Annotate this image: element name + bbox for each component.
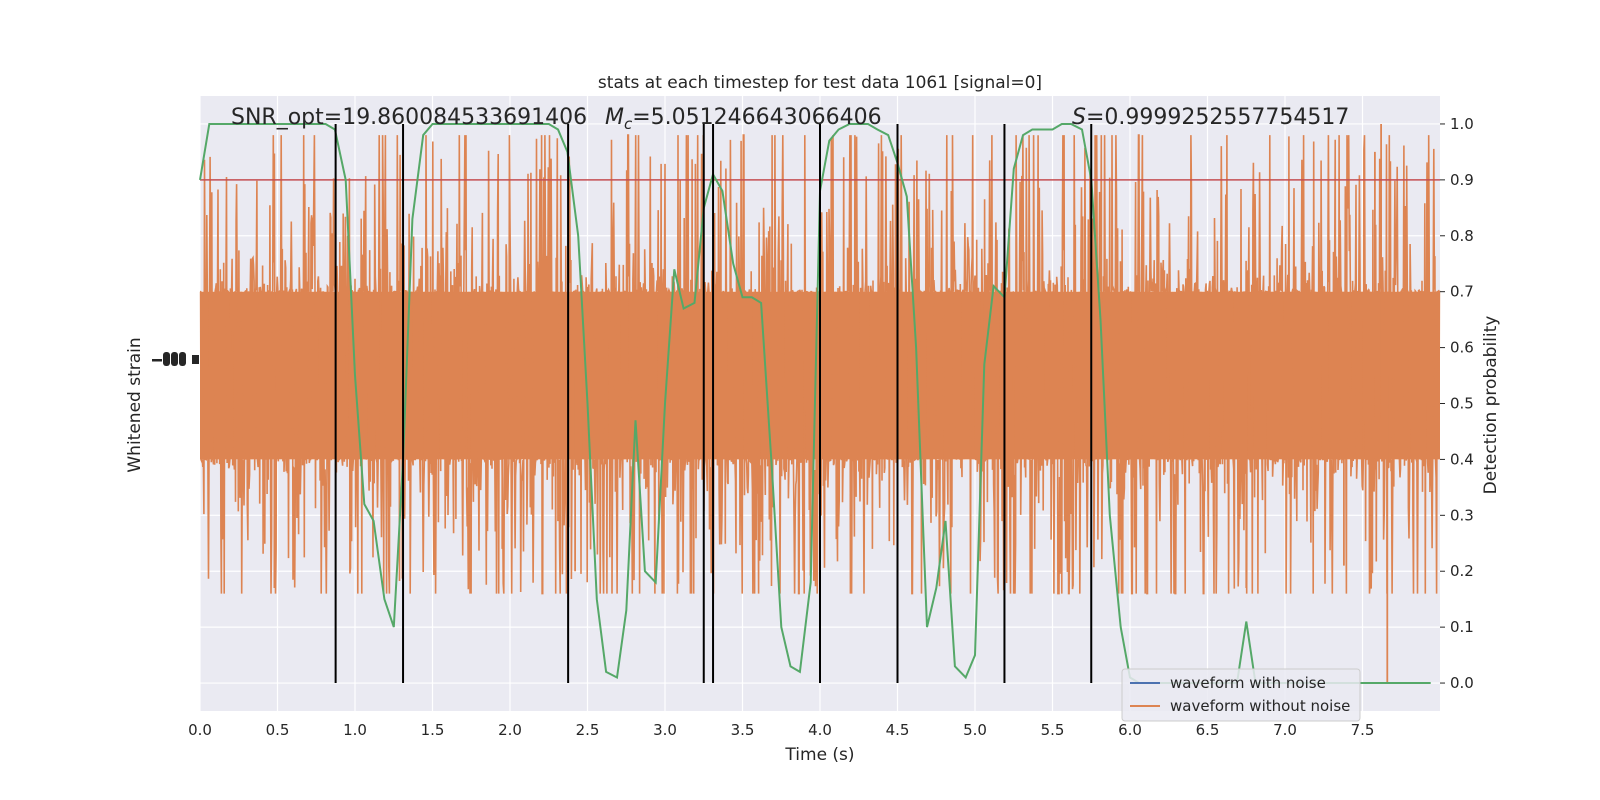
x-tick-label: 1.5 <box>421 721 445 739</box>
annotation-s-value: =0.9999252557754517 <box>1086 105 1349 130</box>
y-tick-label: 1.0 <box>1450 115 1474 133</box>
legend-label-with-noise: waveform with noise <box>1170 674 1326 692</box>
legend-label-without-noise: waveform without noise <box>1170 697 1350 715</box>
y-tick-label: 0.0 <box>1450 674 1474 692</box>
x-axis-label: Time (s) <box>784 745 854 765</box>
y-tick-label: 0.9 <box>1450 171 1474 189</box>
y-axis-label-left: Whitened strain <box>125 337 145 472</box>
annotation-s-symbol: S <box>1072 105 1086 130</box>
x-tick-label: 3.0 <box>653 721 677 739</box>
x-tick-label: 6.5 <box>1196 721 1220 739</box>
detection-boundaries <box>334 123 1093 684</box>
x-tick-label: 3.5 <box>731 721 755 739</box>
x-tick-label: 2.0 <box>498 721 522 739</box>
y-tick-label: 0.2 <box>1450 562 1474 580</box>
x-tick-label: 0.0 <box>188 721 212 739</box>
annotation-snr: SNR_opt=19.860084533691406 <box>231 105 587 130</box>
y-tick-label: 0.8 <box>1450 227 1474 245</box>
chart-title: stats at each timestep for test data 106… <box>598 73 1042 93</box>
y-tick-label: 0.7 <box>1450 283 1474 301</box>
x-tick-label: 2.5 <box>576 721 600 739</box>
y-tick-label: 0.3 <box>1450 506 1474 524</box>
annotation-s: S=0.9999252557754517 <box>1072 105 1349 130</box>
legend: waveform with noise waveform without noi… <box>1121 668 1361 722</box>
x-tick-label: 7.5 <box>1351 721 1375 739</box>
annotation-mc-text: Mc=5.051246643066406 <box>605 105 882 133</box>
x-axis-ticks: 0.0 0.5 1.0 1.5 2.0 2.5 3.0 3.5 4.0 4.5 5.0 5.5 6.0 6… <box>188 721 1374 739</box>
legend-box <box>1121 668 1361 722</box>
x-tick-label: 7.0 <box>1273 721 1297 739</box>
x-tick-label: 6.0 <box>1118 721 1142 739</box>
x-tick-label: 0.5 <box>266 721 290 739</box>
x-tick-label: 1.0 <box>343 721 367 739</box>
left-axis-collapsed-ticks <box>152 352 199 366</box>
y-tick-label: 0.6 <box>1450 339 1474 357</box>
x-tick-label: 4.0 <box>808 721 832 739</box>
annotation-mc: Mc=5.051246643066406 <box>605 105 882 133</box>
annotation-mc-symbol: M <box>605 105 624 130</box>
y-axis-label-right: Detection probability <box>1481 316 1501 495</box>
annotation-s-text: S=0.9999252557754517 <box>1072 105 1349 130</box>
annotation-mc-subscript: c <box>624 115 633 133</box>
x-tick-label: 4.5 <box>886 721 910 739</box>
y-axis-ticks: 0.0 0.1 0.2 0.3 0.4 0.5 0.6 0.7 0.8 0.9 1.0 <box>1440 115 1474 692</box>
y-tick-label: 0.4 <box>1450 450 1474 468</box>
y-tick-label: 0.5 <box>1450 395 1474 413</box>
annotation-snr-text: SNR_opt=19.860084533691406 <box>231 105 587 130</box>
annotation-mc-value: =5.051246643066406 <box>632 105 881 130</box>
x-tick-label: 5.0 <box>963 721 987 739</box>
x-tick-label: 5.5 <box>1041 721 1065 739</box>
y-tick-label: 0.1 <box>1450 618 1474 636</box>
